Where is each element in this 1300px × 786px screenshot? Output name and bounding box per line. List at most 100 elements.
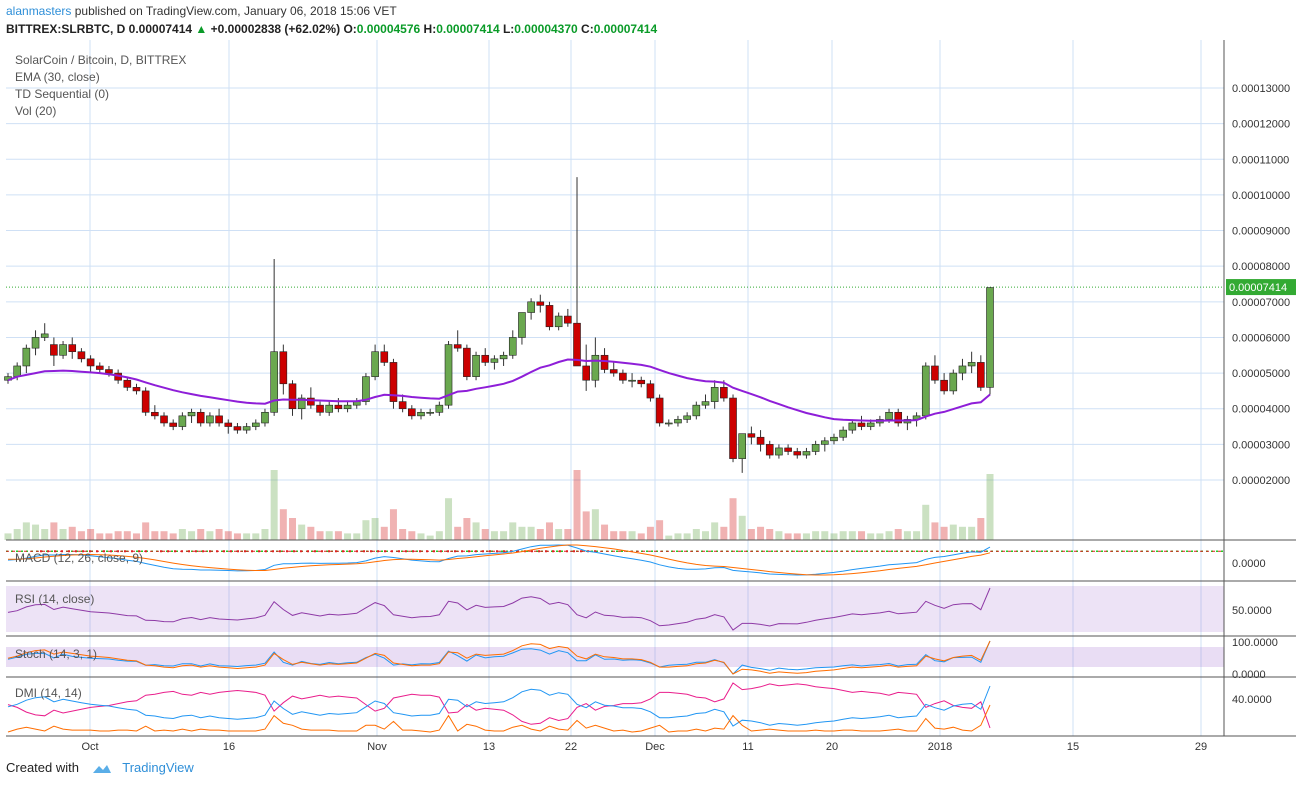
candle-body <box>619 372 627 381</box>
volume-bar <box>518 526 526 540</box>
stoch-d-line <box>7 640 991 675</box>
volume-bar <box>646 526 654 540</box>
price-tick-label: 0.00005000 <box>1232 368 1290 380</box>
volume-bar <box>509 522 517 540</box>
volume-bar <box>344 533 352 540</box>
volume-bar <box>582 511 590 540</box>
dmi-minus-line <box>7 682 991 729</box>
volume-bar <box>252 533 260 540</box>
volume-bar <box>380 526 388 540</box>
price-tick-label: 0.00010000 <box>1232 190 1290 202</box>
candle-body <box>398 401 407 410</box>
pane-tick-label: 0.0000 <box>1232 669 1266 681</box>
candle-body <box>132 387 141 392</box>
volume-bar <box>729 498 737 540</box>
volume-bar <box>830 533 838 540</box>
ema-line <box>7 358 991 422</box>
volume-bar <box>958 526 966 540</box>
volume-bar <box>940 526 948 540</box>
author-link[interactable]: alanmasters <box>6 4 72 18</box>
volume-bar <box>784 533 792 540</box>
candle-body <box>894 411 903 424</box>
volume-bar <box>206 531 214 540</box>
low-value: 0.00004370 <box>514 22 578 36</box>
legend-ema: EMA (30, close) <box>15 70 100 84</box>
candle-body <box>206 415 214 424</box>
change-value: +0.00002838 (+62.02%) <box>210 22 341 36</box>
candle-body <box>224 422 233 427</box>
price-tick-label: 0.00008000 <box>1232 261 1290 273</box>
price-tick-label: 0.00004000 <box>1232 404 1290 416</box>
candle-body <box>481 354 490 363</box>
volume-bar <box>527 526 535 540</box>
tradingview-logo-icon <box>92 764 111 773</box>
candle-body <box>977 362 985 388</box>
candle-body <box>417 411 425 417</box>
candle-body <box>77 351 86 360</box>
candle-body <box>499 354 508 360</box>
candle-body <box>986 287 994 388</box>
candle-body <box>426 411 434 414</box>
legend-td: TD Sequential (0) <box>15 87 109 101</box>
volume-bar <box>197 529 205 540</box>
last-price: 0.00007414 <box>128 22 193 36</box>
volume-bar <box>13 529 21 540</box>
high-value: 0.00007414 <box>436 22 500 36</box>
close-value: 0.00007414 <box>593 22 658 36</box>
candle-body <box>261 411 269 424</box>
rsi-band <box>6 586 1224 632</box>
volume-bar <box>949 524 957 540</box>
candle-body <box>242 426 251 431</box>
last-price-tag <box>1226 279 1296 296</box>
volume-bar <box>766 529 774 540</box>
candle-body <box>13 365 21 377</box>
volume-bar <box>674 533 682 540</box>
candle-body <box>802 451 811 456</box>
volume-bar <box>32 524 40 540</box>
candle-body <box>674 419 682 424</box>
candle-body <box>196 411 205 424</box>
candle-body <box>710 387 719 402</box>
volume-bar <box>545 522 553 540</box>
rsi-label: RSI (14, close) <box>15 592 94 606</box>
volume-bar <box>316 531 324 540</box>
volume-bar <box>362 520 370 540</box>
candle-body <box>297 397 306 410</box>
candle-body <box>59 344 67 356</box>
chart-canvas[interactable]: 0.00007414 0.00013000 0.00012000 0.0001100… <box>0 40 1300 760</box>
price-tick-label: 0.00006000 <box>1232 332 1290 344</box>
volume-bar <box>683 533 691 540</box>
candle-body <box>316 404 324 413</box>
volume-bar <box>261 529 269 540</box>
price-tick-label: 0.00013000 <box>1232 83 1290 95</box>
candle-body <box>453 344 462 349</box>
candle-body <box>380 351 389 363</box>
low-label: L: <box>502 22 515 36</box>
candle-body <box>362 376 370 402</box>
volume-bar <box>711 522 719 540</box>
volume-bar <box>637 533 645 540</box>
candle-body <box>738 433 747 459</box>
volume-bar <box>564 529 572 540</box>
candle-body <box>756 436 765 445</box>
tradingview-link[interactable]: TradingView <box>122 760 194 775</box>
volume-bar <box>68 526 76 540</box>
volume-bar <box>270 470 278 540</box>
legend-title: SolarCoin / Bitcoin, D, BITTREX <box>15 53 186 67</box>
volume-bar <box>389 509 397 540</box>
date-tick-label: Oct <box>81 741 98 753</box>
volume-bar <box>821 531 829 540</box>
volume-bar <box>454 526 462 540</box>
candle-body <box>86 358 95 367</box>
candle-body <box>940 379 948 392</box>
volume-bar <box>408 531 416 540</box>
volume-bar <box>289 518 297 540</box>
candle-body <box>251 422 260 427</box>
volume-bar <box>701 531 709 540</box>
candle-body <box>518 312 526 338</box>
volume-bar <box>96 533 104 540</box>
volume-bar <box>353 533 361 540</box>
candle-body <box>307 397 315 406</box>
volume-bar <box>536 529 544 540</box>
volume-bar <box>490 531 498 540</box>
